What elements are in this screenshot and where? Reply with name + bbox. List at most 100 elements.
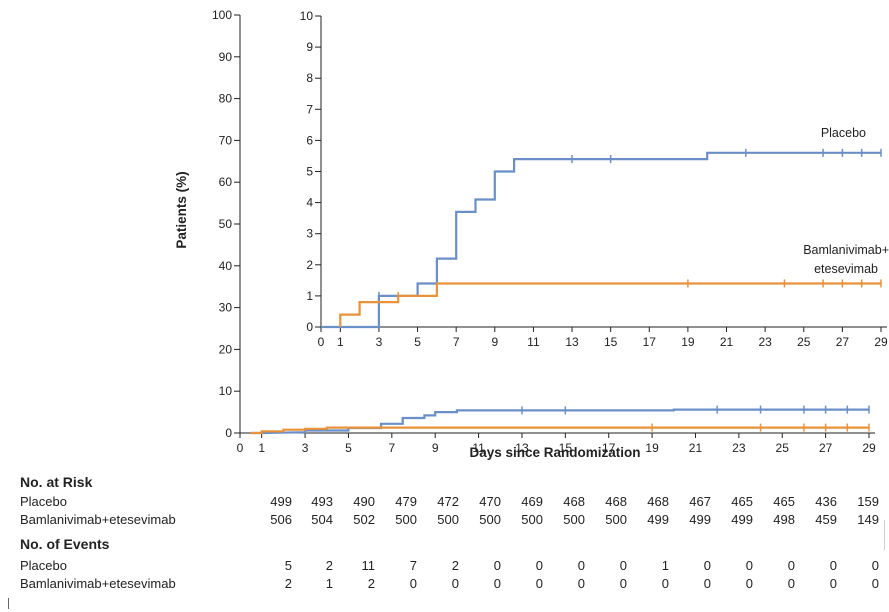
events-placebo-cell-day-19: 1 [661, 558, 669, 573]
at-risk-combo-cell-day-21: 499 [689, 512, 711, 527]
inset-x-tick-label-21: 21 [720, 335, 734, 349]
main-x-tick-label-7: 7 [388, 441, 395, 455]
at-risk-placebo-cell-day-19: 468 [647, 494, 669, 509]
at-risk-placebo-cell-day-13: 469 [521, 494, 543, 509]
at-risk-combo-cell-day-9: 500 [437, 512, 459, 527]
at-risk-combo-cell-day-19: 499 [647, 512, 669, 527]
events-combo-cell-day-0: 2 [284, 576, 292, 591]
at-risk-combo-cell-day-29: 149 [857, 512, 879, 527]
at-risk-heading: No. at Risk [20, 474, 93, 490]
at-risk-combo-cell-day-11: 500 [479, 512, 501, 527]
main-y-tick-label-80: 80 [219, 92, 233, 106]
inset-x-tick-label-17: 17 [643, 335, 657, 349]
combo-series-label-line1: Bamlanivimab+ [803, 243, 889, 257]
events-combo-cell-day-17: 0 [619, 576, 627, 591]
at-risk-combo-cell-day-13: 500 [521, 512, 543, 527]
inset-x-tick-label-19: 19 [681, 335, 695, 349]
x-axis-title: Days since Randomization [469, 445, 640, 460]
at-risk-placebo-cell-day-23: 465 [731, 494, 753, 509]
events-combo-cell-day-27: 0 [829, 576, 837, 591]
inset-y-tick-label-1: 1 [306, 289, 313, 303]
events-combo-cell-day-19: 0 [661, 576, 669, 591]
events-heading: No. of Events [20, 536, 110, 552]
at-risk-placebo-cell-day-25: 465 [773, 494, 795, 509]
risk-table: No. at Risk Placebo Bamlanivimab+etesevi… [0, 472, 889, 602]
at-risk-placebo-cell-day-11: 470 [479, 494, 501, 509]
inset-y-tick-label-9: 9 [306, 40, 313, 54]
at-risk-combo-cell-day-5: 502 [353, 512, 375, 527]
at-risk-placebo-cell-day-9: 472 [437, 494, 459, 509]
main-series-bamlanivimab-etesevimab [250, 426, 869, 435]
main-y-tick-label-70: 70 [219, 133, 233, 147]
events-combo-cell-day-23: 0 [745, 576, 753, 591]
events-combo-cell-day-11: 0 [493, 576, 501, 591]
events-placebo-cell-day-21: 0 [703, 558, 711, 573]
at-risk-combo-cell-day-15: 500 [563, 512, 585, 527]
main-y-tick-label-60: 60 [219, 175, 233, 189]
inset-series-placebo [321, 151, 881, 329]
main-y-tick-label-40: 40 [219, 259, 233, 273]
main-y-tick-label-30: 30 [219, 301, 233, 315]
inset-x-tick-label-11: 11 [527, 335, 540, 349]
main-x-tick-label-21: 21 [689, 441, 703, 455]
main-x-tick-label-15: 15 [559, 441, 573, 455]
events-placebo-cell-day-0: 5 [284, 558, 292, 573]
main-series-placebo [250, 408, 869, 435]
events-row-label-combo: Bamlanivimab+etesevimab [20, 576, 176, 591]
inset-y-tick-label-10: 10 [300, 9, 314, 23]
inset-x-tick-label-23: 23 [758, 335, 772, 349]
at-risk-placebo-cell-day-0: 499 [270, 494, 292, 509]
at-risk-combo-cell-day-0: 506 [270, 512, 292, 527]
inset-series-bamlanivimab-etesevimab [339, 282, 881, 327]
main-x-tick-label-9: 9 [432, 441, 439, 455]
main-x-tick-label-23: 23 [732, 441, 746, 455]
main-x-tick-label-25: 25 [776, 441, 790, 455]
events-combo-cell-day-7: 0 [409, 576, 417, 591]
main-y-tick-label-100: 100 [212, 8, 232, 22]
at-risk-placebo-cell-day-7: 479 [395, 494, 417, 509]
events-placebo-cell-day-17: 0 [619, 558, 627, 573]
events-placebo-cell-day-7: 7 [409, 558, 417, 573]
main-x-tick-label-1: 1 [258, 441, 265, 455]
inset-x-tick-label-13: 13 [565, 335, 579, 349]
events-combo-cell-day-15: 0 [577, 576, 585, 591]
main-x-tick-label-13: 13 [515, 441, 529, 455]
events-placebo-cell-day-3: 2 [325, 558, 333, 573]
events-placebo-cell-day-29: 0 [871, 558, 879, 573]
at-risk-row-label-combo: Bamlanivimab+etesevimab [20, 512, 176, 527]
events-placebo-cell-day-15: 0 [577, 558, 585, 573]
main-x-tick-label-11: 11 [472, 441, 485, 455]
events-placebo-cell-day-27: 0 [829, 558, 837, 573]
events-combo-cell-day-29: 0 [871, 576, 879, 591]
at-risk-row-label-placebo: Placebo [20, 494, 67, 509]
events-combo-cell-day-21: 0 [703, 576, 711, 591]
at-risk-combo-cell-day-3: 504 [311, 512, 333, 527]
events-placebo-cell-day-23: 0 [745, 558, 753, 573]
at-risk-placebo-cell-day-17: 468 [605, 494, 627, 509]
inset-y-tick-label-7: 7 [306, 102, 313, 116]
events-combo-cell-day-13: 0 [535, 576, 543, 591]
main-x-tick-label-17: 17 [602, 441, 616, 455]
at-risk-placebo-cell-day-5: 490 [353, 494, 375, 509]
inset-x-tick-label-27: 27 [836, 335, 850, 349]
main-x-tick-label-29: 29 [862, 441, 876, 455]
inset-x-tick-label-7: 7 [453, 335, 460, 349]
events-placebo-cell-day-5: 11 [361, 558, 376, 573]
inset-y-tick-label-3: 3 [306, 227, 313, 241]
inset-x-tick-label-3: 3 [376, 335, 383, 349]
events-placebo-cell-day-25: 0 [787, 558, 795, 573]
events-combo-cell-day-25: 0 [787, 576, 795, 591]
main-x-tick-label-3: 3 [302, 441, 309, 455]
events-combo-cell-day-9: 0 [451, 576, 459, 591]
events-placebo-cell-day-11: 0 [493, 558, 501, 573]
combo-series-label-line2: etesevimab [814, 262, 878, 276]
inset-y-tick-label-4: 4 [306, 196, 313, 210]
inset-y-tick-label-5: 5 [306, 165, 313, 179]
at-risk-combo-cell-day-23: 499 [731, 512, 753, 527]
at-risk-combo-cell-day-27: 459 [815, 512, 837, 527]
at-risk-combo-cell-day-7: 500 [395, 512, 417, 527]
